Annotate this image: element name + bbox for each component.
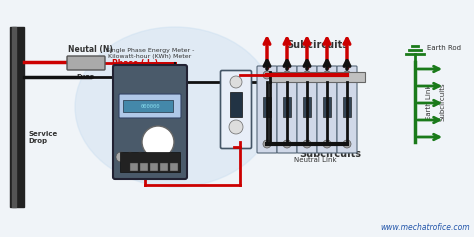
Bar [150,163,158,171]
Circle shape [263,140,271,148]
FancyBboxPatch shape [277,66,297,153]
Circle shape [323,71,331,79]
Text: Service
Drop: Service Drop [28,131,57,143]
Text: Single Phase Energy Meter -
Kilowatt-hour (KWh) Meter: Single Phase Energy Meter - Kilowatt-hou… [106,48,194,59]
Text: Neutral Link: Neutral Link [298,74,336,79]
FancyBboxPatch shape [297,66,317,153]
Bar [123,100,173,112]
Bar [130,163,138,171]
Circle shape [323,140,331,148]
Bar [140,163,148,171]
Ellipse shape [75,27,275,187]
Circle shape [230,76,242,88]
Bar [343,97,351,117]
Circle shape [303,140,311,148]
Circle shape [142,126,174,158]
Circle shape [116,152,126,162]
Bar [10,27,24,207]
Bar [120,152,180,172]
FancyBboxPatch shape [113,65,187,179]
Text: Earth Link: Earth Link [426,84,432,120]
Text: Neutral Link: Neutral Link [294,157,337,163]
Text: Earth Rod: Earth Rod [427,45,461,51]
Circle shape [283,140,291,148]
Circle shape [263,71,271,79]
FancyBboxPatch shape [119,94,181,118]
Text: Fuse: Fuse [77,74,95,80]
Circle shape [135,152,145,162]
Bar [170,163,178,171]
Text: Phase ( L ): Phase ( L ) [112,59,158,68]
FancyBboxPatch shape [67,56,105,70]
Bar [160,163,168,171]
Text: www.mechatrofice.com: www.mechatrofice.com [380,223,470,232]
Bar [12,27,16,207]
FancyBboxPatch shape [270,72,365,82]
FancyBboxPatch shape [317,66,337,153]
Circle shape [229,120,243,134]
Bar [230,92,242,117]
Text: Subcircuits: Subcircuits [299,149,361,159]
Circle shape [125,152,135,162]
Text: 000000: 000000 [140,104,160,109]
Text: Subcircuits: Subcircuits [286,40,348,50]
FancyBboxPatch shape [257,66,277,153]
Circle shape [283,71,291,79]
Bar [303,97,311,117]
FancyBboxPatch shape [220,70,252,149]
Circle shape [343,71,351,79]
Text: Subcircuits: Subcircuits [440,83,446,121]
Circle shape [303,71,311,79]
Bar [323,97,331,117]
Circle shape [343,140,351,148]
Bar [283,97,291,117]
FancyBboxPatch shape [337,66,357,153]
Bar [263,97,271,117]
Text: Neutal (N): Neutal (N) [68,45,112,54]
